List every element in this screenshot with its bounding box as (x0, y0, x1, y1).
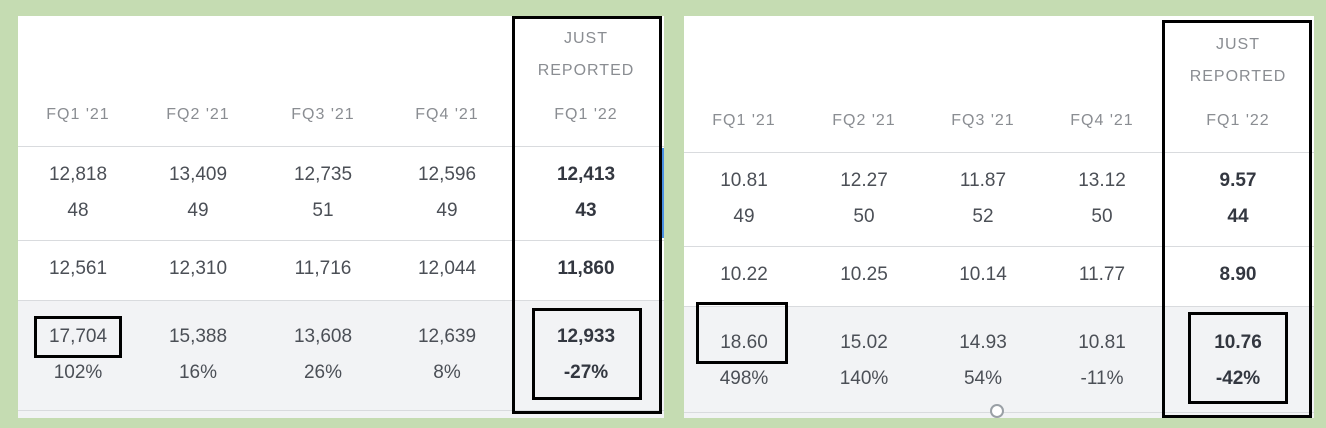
table-cell: 50 (1091, 206, 1113, 227)
table-cell: 12,044 (417, 258, 477, 279)
table-cell: 51 (312, 200, 334, 221)
table-cell: 12.27 (840, 170, 888, 191)
table-cell: 10.14 (959, 264, 1007, 285)
divider (684, 152, 1314, 153)
table-cell: 54% (963, 368, 1003, 389)
table-cell: 8% (433, 362, 461, 383)
reported-label: REPORTED (537, 62, 635, 79)
row-shade (684, 306, 1314, 418)
column-header: FQ4 '21 (1070, 112, 1134, 129)
scroll-handle[interactable] (990, 404, 1004, 418)
divider (18, 146, 664, 147)
table-cell: 13,409 (168, 164, 228, 185)
table-cell: 12,933 (556, 326, 616, 347)
table-cell: 44 (1227, 206, 1249, 227)
table-cell: -27% (563, 362, 609, 383)
table-cell: 12,413 (556, 164, 616, 185)
table-cell: 12,735 (293, 164, 353, 185)
scroll-accent (660, 148, 664, 238)
table-cell: 12,310 (168, 258, 228, 279)
column-header: FQ2 '21 (166, 106, 230, 123)
table-cell: 10.81 (720, 170, 768, 191)
divider (18, 300, 664, 301)
table-cell: 11,860 (557, 258, 615, 279)
table-cell: -11% (1080, 368, 1124, 389)
table-cell: 49 (436, 200, 458, 221)
table-cell: 13.12 (1078, 170, 1126, 191)
left-earnings-table: JUST REPORTED FQ1 '21 FQ2 '21 FQ3 '21 FQ… (18, 16, 664, 418)
table-cell: 10.76 (1214, 332, 1262, 353)
table-cell: 8.90 (1219, 264, 1257, 285)
table-cell: 15,388 (168, 326, 228, 347)
reported-label: REPORTED (1189, 68, 1287, 85)
table-cell: -42% (1215, 368, 1261, 389)
table-cell: 12,561 (48, 258, 108, 279)
table-cell: 12,818 (48, 164, 108, 185)
divider (684, 246, 1314, 247)
row-shade (18, 300, 664, 418)
table-cell: 49 (187, 200, 209, 221)
table-cell: 12,596 (417, 164, 477, 185)
right-earnings-table: JUST REPORTED FQ1 '21 FQ2 '21 FQ3 '21 FQ… (684, 16, 1314, 418)
table-cell: 14.93 (959, 332, 1007, 353)
table-cell: 140% (839, 368, 889, 389)
column-header: FQ4 '21 (415, 106, 479, 123)
table-cell: 18.60 (720, 332, 768, 353)
table-cell: 16% (178, 362, 218, 383)
table-cell: 11.87 (959, 170, 1007, 191)
table-cell: 11,716 (294, 258, 352, 279)
table-cell: 15.02 (840, 332, 888, 353)
divider (18, 410, 664, 411)
table-cell: 17,704 (48, 326, 108, 347)
table-cell: 102% (53, 362, 103, 383)
table-cell: 13,608 (293, 326, 353, 347)
table-cell: 10.22 (720, 264, 768, 285)
divider (18, 240, 664, 241)
column-header: FQ3 '21 (951, 112, 1015, 129)
column-header: FQ1 '21 (46, 106, 110, 123)
table-cell: 49 (733, 206, 755, 227)
table-cell: 52 (972, 206, 994, 227)
table-cell: 498% (719, 368, 769, 389)
table-cell: 10.81 (1078, 332, 1126, 353)
column-header: FQ1 '22 (554, 106, 618, 123)
table-cell: 10.25 (840, 264, 888, 285)
table-cell: 50 (853, 206, 875, 227)
table-cell: 12,639 (417, 326, 477, 347)
column-header: FQ1 '21 (712, 112, 776, 129)
table-cell: 43 (575, 200, 597, 221)
column-header: FQ1 '22 (1206, 112, 1270, 129)
column-header: FQ3 '21 (291, 106, 355, 123)
divider (684, 306, 1314, 307)
table-cell: 26% (303, 362, 343, 383)
table-cell: 48 (67, 200, 89, 221)
column-header: FQ2 '21 (832, 112, 896, 129)
table-cell: 11.77 (1078, 264, 1126, 285)
just-label: JUST (1216, 36, 1260, 53)
just-label: JUST (564, 30, 608, 47)
table-cell: 9.57 (1219, 170, 1257, 191)
